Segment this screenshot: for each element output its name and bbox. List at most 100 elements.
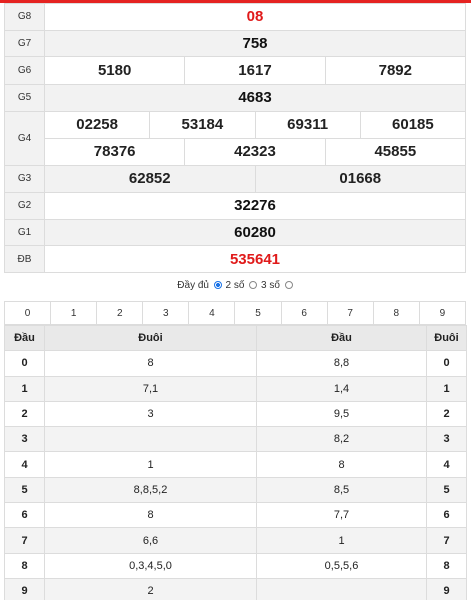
row-duoi: 3 — [44, 400, 257, 428]
option-full-label: Đầy đủ — [177, 280, 209, 291]
prize-number: 5180 — [97, 62, 132, 80]
prize-number: 60185 — [359, 111, 465, 139]
row-duoi-right: 8 — [426, 552, 467, 579]
digit-tab-8[interactable]: 8 — [372, 302, 419, 324]
row-duoi-right: 3 — [426, 426, 467, 453]
prize-number: 01668 — [254, 165, 466, 193]
option-two-label[interactable]: 2 số — [225, 280, 245, 291]
row-dau: 1 — [4, 375, 45, 402]
header-duoi-right: Đuôi — [426, 324, 467, 352]
loto-row: 7 6,6 1 7 — [4, 527, 467, 554]
row-dau-right: 0,5,5,6 — [256, 552, 427, 579]
top-accent-bar — [0, 0, 471, 3]
prize-label: G7 — [4, 29, 45, 58]
prize-label: G5 — [4, 83, 45, 112]
radio-extra[interactable] — [284, 281, 293, 289]
row-duoi: 8,8,5,2 — [44, 476, 257, 504]
prize-number: 78376 — [93, 143, 136, 161]
option-three-label[interactable]: 3 số — [261, 280, 280, 291]
row-dau-right: 7,7 — [256, 502, 427, 529]
loto-row: 3 8,2 3 — [4, 426, 467, 453]
digit-tab-4[interactable]: 4 — [188, 302, 234, 324]
prize-number: 02258 — [76, 116, 118, 134]
row-dau: 7 — [4, 527, 45, 554]
prize-number: 53184 — [149, 111, 254, 139]
digit-tab-6[interactable]: 6 — [280, 302, 327, 324]
row-dau-right: 8 — [256, 451, 427, 478]
prize-row-g6: G6 5180 1617 7892 — [4, 56, 466, 85]
row-duoi: 6,6 — [44, 527, 257, 554]
row-duoi-right: 2 — [426, 400, 467, 428]
digit-tab-5[interactable]: 5 — [234, 302, 280, 324]
digit-tab-7[interactable]: 7 — [326, 302, 373, 324]
loto-row: 2 3 9,5 2 — [4, 400, 467, 428]
prize-label: G3 — [4, 164, 45, 194]
digit-tab-2[interactable]: 2 — [96, 302, 142, 324]
header-dau: Đầu — [4, 324, 45, 352]
digit-tab-1[interactable]: 1 — [50, 302, 96, 324]
prize-row-g1: G1 60280 — [4, 218, 466, 247]
digit-tab-0[interactable]: 0 — [24, 307, 31, 319]
prize-row-g3: G3 62852 01668 — [4, 164, 466, 194]
loto-row: 1 7,1 1,4 1 — [4, 375, 467, 402]
prize-number: 758 — [44, 29, 466, 58]
header-duoi: Đuôi — [44, 324, 257, 352]
row-duoi-right: 9 — [426, 577, 467, 600]
row-dau-right: 9,5 — [256, 400, 427, 428]
row-dau: 9 — [4, 577, 45, 600]
loto-row: 0 8 8,8 0 — [4, 350, 467, 377]
row-duoi: 1 — [44, 451, 257, 478]
row-dau: 2 — [4, 400, 45, 428]
loto-row: 6 8 7,7 6 — [4, 502, 467, 529]
row-dau-right: 8,2 — [256, 426, 427, 453]
radio-two-digits[interactable] — [213, 281, 222, 289]
prize-row-g7: G7 758 — [4, 29, 466, 58]
loto-row: 8 0,3,4,5,0 0,5,5,6 8 — [4, 552, 467, 579]
digit-tab-3[interactable]: 3 — [142, 302, 188, 324]
loto-table: Đầu Đuôi Đầu Đuôi 0 8 8,8 0 1 7,1 1,4 1 2 3 9,5 2 3 8… — [4, 324, 467, 600]
row-duoi: 8 — [44, 350, 257, 377]
header-dau-right: Đầu — [256, 324, 427, 352]
row-duoi-right: 5 — [426, 476, 467, 504]
special-prize-number: 535641 — [44, 245, 466, 274]
row-dau-right: 8,8 — [256, 350, 427, 377]
row-duoi-right: 0 — [426, 350, 467, 377]
results-table: G8 08 G7 758 G6 5180 1617 7892 G5 4683 G… — [4, 3, 466, 274]
prize-number: 4683 — [44, 83, 466, 112]
digit-tabs: 0 1 2 3 4 5 6 7 8 9 — [4, 301, 466, 325]
loto-row: 5 8,8,5,2 8,5 5 — [4, 476, 467, 504]
row-dau: 4 — [4, 451, 45, 478]
prize-row-g8: G8 08 — [4, 3, 466, 31]
row-duoi: 2 — [44, 577, 257, 600]
loto-header-row: Đầu Đuôi Đầu Đuôi — [4, 324, 467, 352]
prize-number: 45855 — [324, 139, 465, 165]
row-duoi-right: 6 — [426, 502, 467, 529]
row-dau: 6 — [4, 502, 45, 529]
row-duoi: 7,1 — [44, 375, 257, 402]
digit-tab-9[interactable]: 9 — [418, 302, 465, 324]
row-duoi — [44, 426, 257, 453]
row-dau: 8 — [4, 552, 45, 579]
row-duoi-right: 7 — [426, 527, 467, 554]
row-dau: 5 — [4, 476, 45, 504]
row-duoi-right: 4 — [426, 451, 467, 478]
prize-row-g2: G2 32276 — [4, 192, 466, 220]
prize-label: ĐB — [4, 245, 45, 274]
prize-number: 60280 — [44, 218, 466, 247]
prize-label: G4 — [4, 110, 45, 166]
row-dau: 0 — [4, 350, 45, 377]
row-duoi: 8 — [44, 502, 257, 529]
prize-number: 7892 — [324, 57, 465, 84]
radio-three-digits[interactable] — [249, 281, 258, 289]
prize-row-g4: G4 02258 53184 69311 60185 78376 42323 4… — [4, 110, 466, 166]
prize-number: 08 — [44, 3, 466, 31]
prize-number: 42323 — [184, 139, 324, 165]
row-dau-right — [256, 577, 427, 600]
prize-number: 1617 — [184, 57, 324, 84]
row-dau-right: 1,4 — [256, 375, 427, 402]
row-dau-right: 1 — [256, 527, 427, 554]
row-dau-right: 8,5 — [256, 476, 427, 504]
prize-number: 69311 — [254, 111, 360, 139]
prize-row-g5: G5 4683 — [4, 83, 466, 112]
